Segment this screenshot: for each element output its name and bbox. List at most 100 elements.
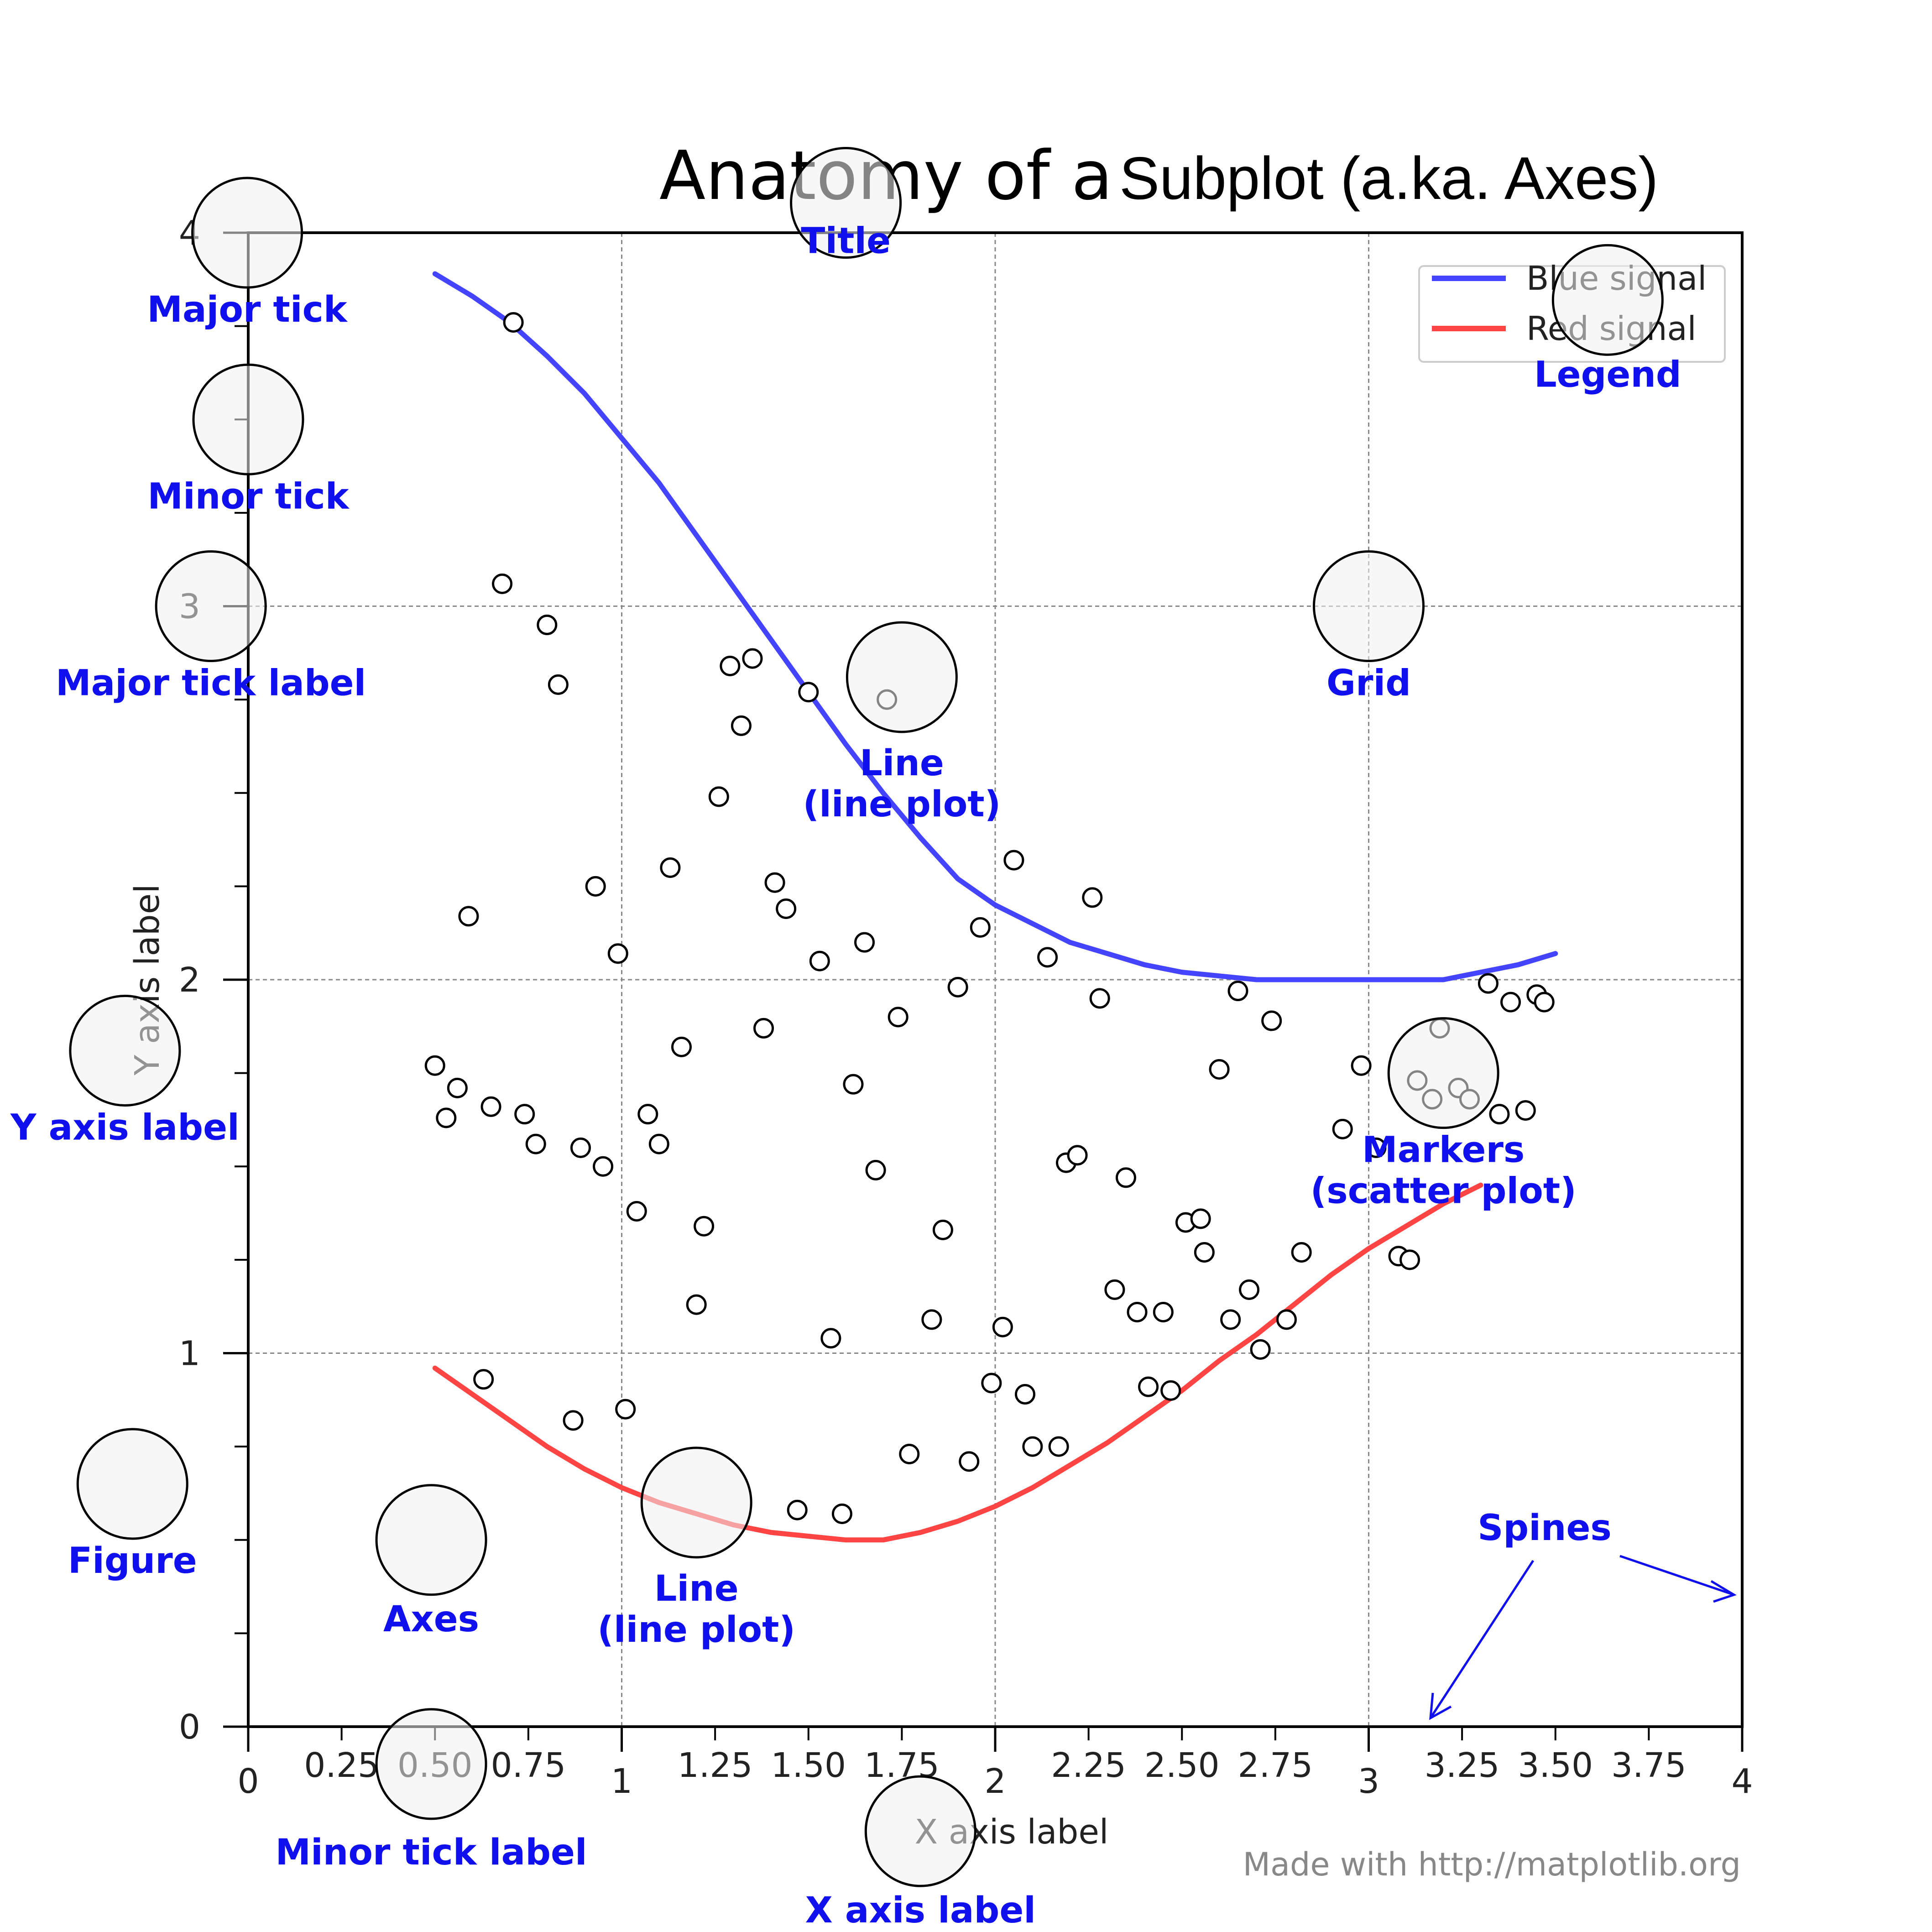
- scatter-point: [607, 943, 628, 964]
- annotation-label-line: Line: [654, 1568, 739, 1609]
- scatter-point: [1515, 1100, 1536, 1121]
- x-minor-tick-label-4: 1.50: [771, 1746, 846, 1785]
- annotation-label-6: Line (line plot): [803, 743, 1001, 825]
- y-major-tick-label-0: 0: [179, 1707, 200, 1747]
- scatter-point: [686, 1294, 707, 1315]
- scatter-point: [480, 1096, 501, 1117]
- scatter-point: [1366, 1137, 1387, 1158]
- annotation-label-line: (line plot): [803, 784, 1001, 825]
- annotation-circle-1: [192, 363, 304, 475]
- annotation-label-line: Major tick: [147, 289, 348, 330]
- x-minor-tick-label-8: 2.75: [1238, 1746, 1313, 1785]
- scatter-point: [1534, 992, 1555, 1013]
- scatter-point: [820, 1328, 841, 1349]
- scatter-point: [1220, 1309, 1241, 1330]
- annotation-circle-2: [155, 550, 267, 662]
- annotation-label-line: X axis label: [805, 1890, 1036, 1931]
- scatter-point: [570, 1137, 591, 1158]
- x-major-tick-label-1: 1: [611, 1762, 632, 1801]
- scatter-point: [1351, 1055, 1372, 1076]
- annotation-label-line: Figure: [68, 1540, 197, 1582]
- annotation-label-line: Major tick label: [56, 663, 366, 704]
- annotation-circle-5: [1313, 550, 1425, 662]
- scatter-point: [1160, 1380, 1181, 1401]
- scatter-point: [593, 1156, 614, 1177]
- x-major-tick-label-3: 3: [1358, 1762, 1379, 1801]
- scatter-point: [648, 1133, 669, 1154]
- scatter-point: [899, 1443, 920, 1464]
- scatter-point: [694, 1216, 715, 1237]
- annotation-circle-9: [76, 1428, 188, 1540]
- annotation-label-1: Minor tick: [147, 476, 350, 517]
- scatter-point: [615, 1399, 636, 1420]
- scatter-point: [798, 682, 819, 703]
- scatter-point: [1048, 1436, 1069, 1457]
- scatter-point: [764, 872, 785, 893]
- scatter-point: [671, 1036, 692, 1057]
- annotation-label-line: Legend: [1534, 354, 1681, 395]
- x-minor-tick-label-2: 0.75: [491, 1746, 566, 1785]
- x-minor-tick-label-10: 3.50: [1518, 1746, 1593, 1785]
- scatter-point: [921, 1309, 942, 1330]
- annotation-circle-3: [790, 147, 902, 259]
- annotation-label-line: Minor tick: [147, 476, 350, 517]
- scatter-point: [563, 1410, 584, 1431]
- scatter-point: [1250, 1339, 1271, 1360]
- annotation-label-0: Major tick: [147, 289, 348, 330]
- scatter-point: [731, 715, 752, 736]
- scatter-point: [424, 1055, 445, 1076]
- series-line-0: [432, 271, 1558, 982]
- annotation-label-line: Markers: [1362, 1130, 1525, 1171]
- scatter-point: [753, 1018, 774, 1039]
- annotation-label-5: Grid: [1326, 663, 1411, 704]
- scatter-point: [1104, 1279, 1125, 1300]
- spines-annotation: Spines: [1429, 1508, 1737, 1720]
- x-minor-tick-label-11: 3.75: [1611, 1746, 1687, 1785]
- scatter-point: [1239, 1279, 1260, 1300]
- scatter-point: [1014, 1384, 1035, 1405]
- scatter-point: [1115, 1167, 1136, 1188]
- spines-arrow-bottom-head: [1429, 1692, 1452, 1720]
- annotations: Major tick Minor tick Major tick label Titl…: [10, 147, 1681, 1931]
- scatter-point: [1227, 981, 1248, 1002]
- annotation-label-line: Title: [801, 221, 891, 262]
- spines-arrow-right: [1619, 1555, 1734, 1596]
- annotation-circle-13: [864, 1775, 976, 1887]
- scatter-markers: [424, 312, 1555, 1524]
- scatter-point: [959, 1451, 980, 1472]
- scatter-point: [1022, 1436, 1043, 1457]
- annotation-label-8: Markers (scatter plot): [1311, 1130, 1577, 1212]
- x-major-tick-label-0: 0: [237, 1762, 259, 1801]
- x-minor-tick-label-7: 2.50: [1144, 1746, 1220, 1785]
- x-minor-tick-label-9: 3.25: [1425, 1746, 1500, 1785]
- scatter-point: [585, 876, 606, 897]
- annotation-circle-6: [846, 621, 958, 733]
- annotation-circle-0: [191, 177, 303, 289]
- annotation-label-12: Minor tick label: [275, 1832, 587, 1873]
- scatter-point: [720, 655, 741, 676]
- credit-text: Made with http://matplotlib.org: [1243, 1846, 1741, 1883]
- scatter-point: [436, 1107, 457, 1128]
- scatter-point: [809, 950, 830, 971]
- annotation-circle-10: [375, 1484, 487, 1596]
- scatter-point: [514, 1104, 535, 1125]
- chart-title-part2: Subplot (a.ka. Axes): [1119, 145, 1658, 212]
- series-line-1: [432, 1182, 1483, 1543]
- x-major-tick-label-4: 4: [1731, 1762, 1753, 1801]
- annotation-label-13: X axis label: [805, 1890, 1036, 1931]
- spines-arrow-bottom: [1429, 1560, 1535, 1719]
- scatter-point: [1478, 973, 1499, 994]
- scatter-point: [787, 1499, 808, 1520]
- annotation-label-line: Y axis label: [10, 1107, 240, 1149]
- x-minor-tick-label-3: 1.25: [678, 1746, 753, 1785]
- scatter-point: [1003, 850, 1024, 871]
- scatter-point: [1037, 947, 1058, 968]
- scatter-point: [1399, 1249, 1420, 1270]
- annotation-label-2: Major tick label: [56, 663, 366, 704]
- scatter-point: [1089, 988, 1110, 1009]
- x-major-tick-label-2: 2: [984, 1762, 1006, 1801]
- scatter-point: [992, 1316, 1013, 1337]
- scatter-point: [742, 648, 763, 669]
- scatter-point: [626, 1201, 647, 1222]
